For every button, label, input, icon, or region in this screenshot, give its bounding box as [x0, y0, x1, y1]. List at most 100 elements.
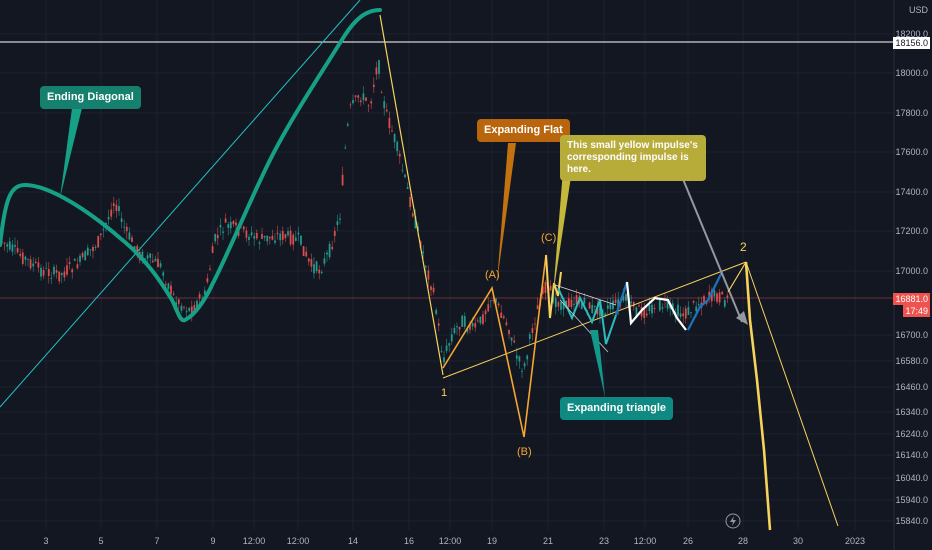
candle-body [294, 237, 297, 241]
candle-body [357, 95, 360, 98]
candle-body [242, 226, 245, 230]
wave-decline-line[interactable] [379, 14, 444, 376]
candle-body [258, 242, 261, 244]
candle-body [320, 271, 323, 273]
expanding-flat-callout[interactable]: Expanding Flat [477, 119, 570, 142]
candle-body [146, 255, 149, 259]
candle-body [476, 320, 479, 322]
candle-body [112, 203, 115, 207]
projection-arrow[interactable] [677, 166, 743, 323]
time-tick-label: 30 [792, 536, 804, 546]
blue-wave-4[interactable] [707, 271, 723, 301]
candle-body [474, 323, 477, 328]
candle-body [606, 305, 609, 309]
candle-body [687, 307, 690, 316]
candle-body [352, 99, 354, 104]
candle-body [211, 246, 214, 254]
price-tick-label: 16460.0 [895, 382, 928, 392]
projected-decline-thin[interactable] [745, 261, 839, 527]
candle-body [372, 84, 375, 88]
candle-body [81, 253, 84, 258]
candle-body [180, 305, 183, 311]
candle-body [653, 308, 656, 309]
candle-body [341, 174, 344, 186]
white-wave-2[interactable] [625, 281, 687, 331]
countdown-tag: 17:49 [903, 305, 930, 317]
candle-body [229, 221, 232, 229]
candle-body [261, 233, 263, 239]
blue-wave-3[interactable] [687, 299, 709, 331]
candle-body [697, 304, 700, 306]
time-tick-label: 16 [403, 536, 415, 546]
candle-body [193, 304, 196, 311]
candle-body [409, 196, 412, 208]
price-tick-label: 17000.0 [895, 266, 928, 276]
projection-arrowhead [736, 311, 748, 325]
candle-body [440, 351, 443, 353]
candle-body [435, 309, 438, 315]
candle-body [560, 301, 562, 310]
ending-diagonal-curve[interactable] [0, 8, 382, 323]
candle-body [370, 101, 373, 104]
candle-body [45, 267, 48, 269]
time-tick-label: 14 [347, 536, 359, 546]
ending-diagonal-upper-line[interactable] [0, 0, 361, 408]
candle-body [164, 283, 167, 285]
expanding-flat-waves[interactable] [442, 254, 547, 438]
candle-body [198, 294, 201, 299]
candle-body [648, 305, 651, 312]
candle-body [183, 306, 185, 308]
candle-body [84, 251, 87, 261]
candle-body [281, 231, 284, 240]
projected-decline-thick[interactable] [744, 261, 772, 531]
candle-body [528, 334, 531, 339]
candle-body [344, 147, 347, 149]
time-tick-label: 12:00 [242, 536, 266, 546]
candle-body [21, 252, 24, 264]
expanding-triangle-waves[interactable] [557, 287, 617, 345]
candle-body [60, 273, 63, 276]
candle-body [505, 322, 508, 325]
candle-body [159, 263, 162, 267]
candle-body [315, 261, 318, 272]
candle-body [573, 303, 575, 305]
candle-body [448, 343, 451, 346]
candle-body [190, 306, 193, 315]
expanding-triangle-callout[interactable]: Expanding triangle [560, 397, 674, 420]
lightning-icon[interactable] [725, 513, 741, 529]
candle-body [151, 260, 154, 263]
candle-body [705, 301, 708, 304]
candle-body [266, 235, 269, 242]
candle-body [713, 290, 716, 297]
candle-body [609, 303, 612, 310]
channel-lower-line[interactable] [442, 261, 747, 379]
triangle-lower-line [559, 299, 609, 353]
candle-body [401, 169, 404, 171]
time-tick-label: 21 [542, 536, 554, 546]
white-wave-1[interactable] [614, 281, 629, 316]
candle-body [24, 256, 27, 260]
candle-body [40, 267, 42, 277]
candle-body [651, 304, 653, 314]
candle-body [245, 230, 248, 238]
time-tick-label: 5 [98, 536, 104, 546]
candle-body [323, 258, 326, 264]
price-tick-label: 15840.0 [895, 516, 928, 526]
candle-body [86, 247, 89, 256]
candle-body [396, 141, 399, 152]
wave-2-top-line[interactable] [727, 261, 747, 293]
candle-body [703, 296, 705, 303]
candle-body [367, 105, 370, 107]
candle-body [310, 259, 313, 267]
time-tick-label: 2023 [844, 536, 866, 546]
candle-body [58, 271, 61, 282]
yellow-impulse-callout[interactable]: This small yellow impulse's correspondin… [560, 135, 706, 181]
candle-body [635, 307, 638, 317]
candle-body [484, 310, 487, 315]
candle-body [34, 261, 37, 263]
ending-diagonal-callout[interactable]: Ending Diagonal [40, 86, 141, 109]
candle-body [385, 109, 388, 112]
time-tick-label: 12:00 [633, 536, 657, 546]
candle-body [575, 295, 578, 305]
